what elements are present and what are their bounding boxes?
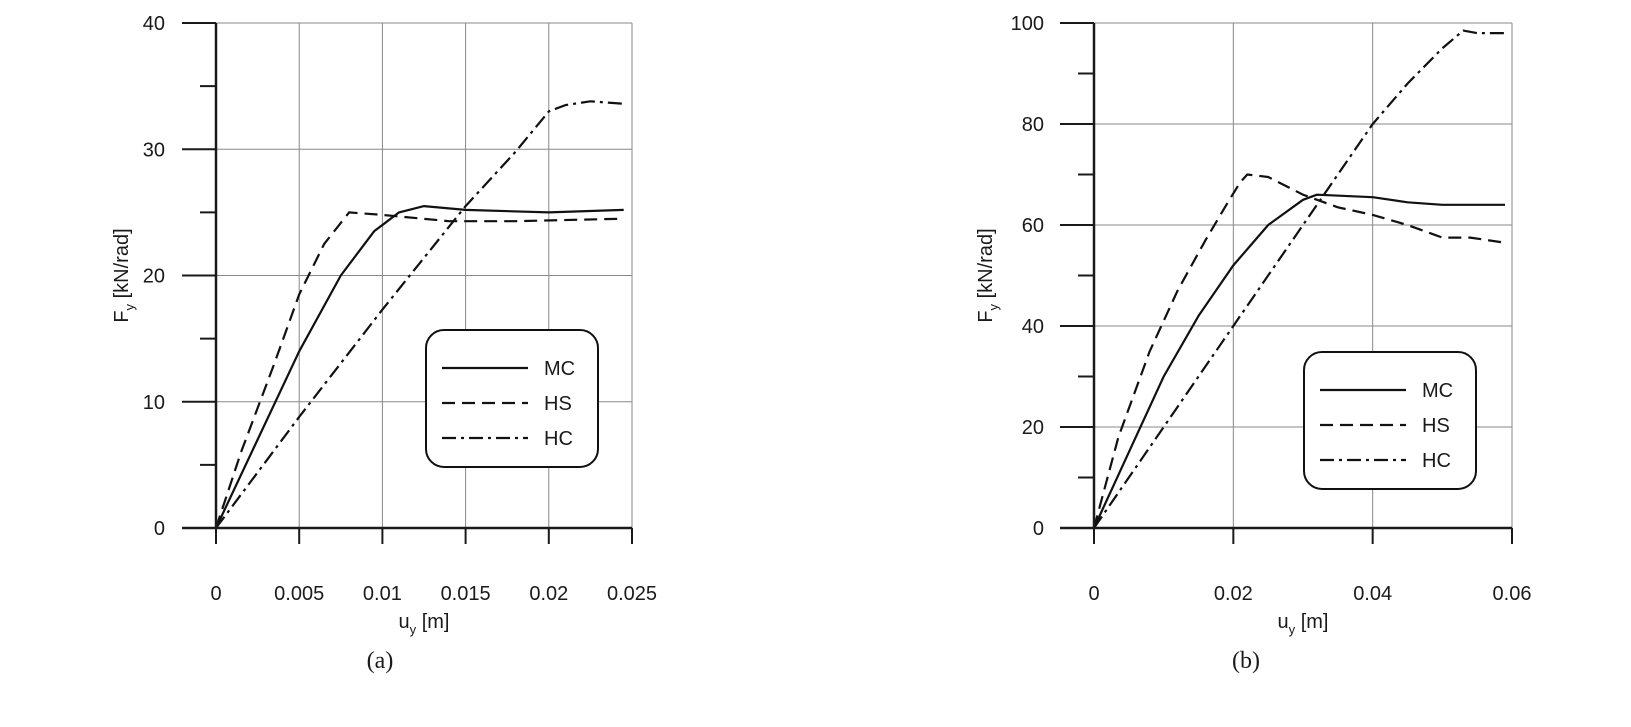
axes xyxy=(182,22,633,544)
x-tick-label: 0.02 xyxy=(529,583,568,605)
legend: MC HS HC xyxy=(1303,351,1477,490)
x-tick-label: 0.005 xyxy=(274,583,324,605)
series-line-hs xyxy=(214,211,624,529)
legend-label-hs: HS xyxy=(1422,415,1450,437)
y-tick-label: 0 xyxy=(154,518,165,540)
y-tick-label: 20 xyxy=(1022,417,1044,439)
x-tick-label: 0 xyxy=(210,583,221,605)
tick-labels: 0 0.02 0.04 0.06 0 20 40 60 80 100 xyxy=(1011,13,1532,605)
series-line-hc xyxy=(1093,29,1505,529)
chart-panel-a: 0 0.005 0.01 0.015 0.02 0.025 0 10 20 30 40 Fy [kN… xyxy=(111,13,657,674)
y-tick-label: 100 xyxy=(1011,13,1044,35)
legend-label-hc: HC xyxy=(1422,450,1451,472)
x-axis-label: uy [m] xyxy=(399,611,450,637)
chart-panel-b: 0 0.02 0.04 0.06 0 20 40 60 80 100 Fy [kN/rad] uy… xyxy=(975,13,1531,674)
series-line-mc xyxy=(1093,193,1505,529)
x-tick-label: 0.015 xyxy=(441,583,491,605)
x-axis-label: uy [m] xyxy=(1278,611,1329,637)
y-tick-label: 10 xyxy=(143,392,165,414)
y-tick-label: 0 xyxy=(1033,518,1044,540)
panel-caption: (a) xyxy=(367,648,394,674)
series-lines xyxy=(1092,29,1506,529)
panel-caption: (b) xyxy=(1232,648,1260,674)
series-line-hc xyxy=(215,100,624,529)
x-tick-label: 0.04 xyxy=(1353,583,1392,605)
x-tick-label: 0.01 xyxy=(363,583,402,605)
series-line-mc xyxy=(215,205,624,529)
y-tick-label: 30 xyxy=(143,139,165,161)
x-tick-label: 0 xyxy=(1088,583,1099,605)
x-tick-label: 0.02 xyxy=(1214,583,1253,605)
tick-labels: 0 0.005 0.01 0.015 0.02 0.025 0 10 20 30 40 xyxy=(143,13,657,605)
legend: MC HS HC xyxy=(425,329,599,468)
y-tick-label: 40 xyxy=(1022,316,1044,338)
axes xyxy=(1060,22,1513,544)
y-axis-label: Fy [kN/rad] xyxy=(975,228,1001,322)
x-tick-label: 0.06 xyxy=(1493,583,1532,605)
y-axis-label: Fy [kN/rad] xyxy=(111,228,137,322)
y-tick-label: 60 xyxy=(1022,215,1044,237)
legend-label-mc: MC xyxy=(1422,380,1453,402)
legend-box xyxy=(1303,351,1477,490)
legend-label-hc: HC xyxy=(544,428,573,450)
y-tick-label: 80 xyxy=(1022,114,1044,136)
minor-ticks xyxy=(200,85,216,466)
y-tick-label: 20 xyxy=(143,266,165,288)
minor-ticks xyxy=(1078,72,1094,479)
legend-label-mc: MC xyxy=(544,358,575,380)
legend-box xyxy=(425,329,599,468)
x-tick-label: 0.025 xyxy=(607,583,657,605)
series-lines xyxy=(214,100,624,529)
legend-label-hs: HS xyxy=(544,393,572,415)
y-tick-label: 40 xyxy=(143,13,165,35)
grid-lines xyxy=(216,22,633,528)
